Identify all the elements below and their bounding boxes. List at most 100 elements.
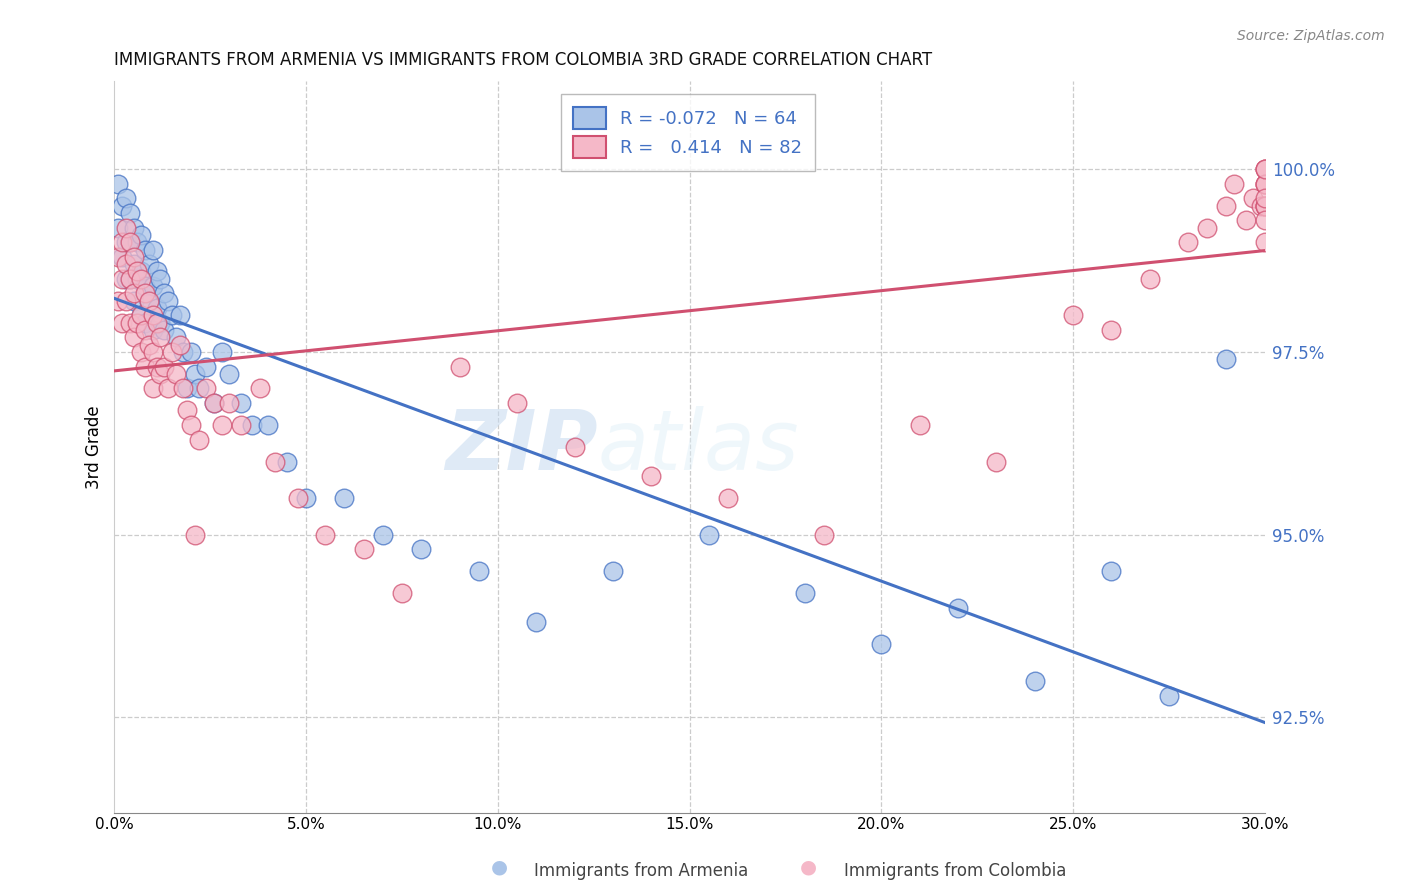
- Point: [506, 396, 529, 410]
- Point: [287, 491, 309, 505]
- Point: [169, 337, 191, 351]
- Point: [1254, 191, 1277, 205]
- Point: [184, 367, 207, 381]
- Text: ●: ●: [800, 857, 817, 876]
- Point: [160, 309, 183, 323]
- Point: [157, 381, 180, 395]
- Point: [184, 527, 207, 541]
- Point: [142, 279, 165, 293]
- Point: [122, 330, 145, 344]
- Text: atlas: atlas: [598, 407, 799, 487]
- Point: [1254, 199, 1277, 213]
- Point: [149, 272, 172, 286]
- Point: [138, 293, 160, 308]
- Point: [564, 440, 586, 454]
- Point: [276, 454, 298, 468]
- Point: [115, 293, 138, 308]
- Point: [134, 243, 156, 257]
- Point: [122, 220, 145, 235]
- Point: [153, 286, 176, 301]
- Point: [1254, 199, 1277, 213]
- Point: [134, 323, 156, 337]
- Point: [242, 417, 264, 432]
- Point: [1139, 272, 1161, 286]
- Point: [411, 542, 433, 557]
- Point: [813, 527, 835, 541]
- Point: [229, 417, 252, 432]
- Point: [129, 309, 152, 323]
- Point: [986, 454, 1008, 468]
- Point: [129, 227, 152, 242]
- Text: ●: ●: [491, 857, 508, 876]
- Point: [1254, 177, 1277, 191]
- Point: [176, 381, 198, 395]
- Point: [118, 206, 141, 220]
- Point: [129, 309, 152, 323]
- Point: [118, 235, 141, 250]
- Point: [640, 469, 662, 483]
- Point: [115, 272, 138, 286]
- Point: [717, 491, 740, 505]
- Point: [145, 301, 167, 315]
- Point: [264, 454, 287, 468]
- Point: [1254, 213, 1277, 227]
- Point: [127, 264, 149, 278]
- Point: [127, 272, 149, 286]
- Point: [107, 293, 129, 308]
- Point: [1197, 220, 1219, 235]
- Point: [138, 337, 160, 351]
- Point: [145, 316, 167, 330]
- Point: [172, 381, 194, 395]
- Point: [187, 433, 209, 447]
- Point: [314, 527, 336, 541]
- Point: [391, 586, 413, 600]
- Point: [295, 491, 318, 505]
- Point: [249, 381, 271, 395]
- Point: [160, 344, 183, 359]
- Point: [118, 235, 141, 250]
- Point: [142, 323, 165, 337]
- Point: [107, 250, 129, 264]
- Y-axis label: 3rd Grade: 3rd Grade: [86, 405, 103, 489]
- Point: [122, 293, 145, 308]
- Point: [142, 344, 165, 359]
- Point: [169, 309, 191, 323]
- Point: [195, 381, 218, 395]
- Point: [1254, 199, 1277, 213]
- Legend: R = -0.072   N = 64, R =   0.414   N = 82: R = -0.072 N = 64, R = 0.414 N = 82: [561, 94, 815, 170]
- Point: [172, 344, 194, 359]
- Point: [256, 417, 278, 432]
- Point: [145, 264, 167, 278]
- Point: [111, 316, 134, 330]
- Point: [1024, 673, 1046, 688]
- Point: [908, 417, 931, 432]
- Point: [165, 367, 187, 381]
- Point: [118, 316, 141, 330]
- Point: [118, 272, 141, 286]
- Point: [122, 286, 145, 301]
- Point: [211, 417, 233, 432]
- Point: [107, 177, 129, 191]
- Point: [180, 417, 202, 432]
- Point: [371, 527, 394, 541]
- Point: [111, 235, 134, 250]
- Point: [1177, 235, 1199, 250]
- Point: [187, 381, 209, 395]
- Point: [202, 396, 225, 410]
- Point: [1215, 352, 1237, 367]
- Point: [115, 235, 138, 250]
- Point: [176, 403, 198, 417]
- Point: [134, 286, 156, 301]
- Point: [129, 264, 152, 278]
- Point: [115, 191, 138, 205]
- Point: [157, 293, 180, 308]
- Text: Immigrants from Armenia: Immigrants from Armenia: [534, 862, 748, 880]
- Point: [1241, 191, 1264, 205]
- Point: [1254, 235, 1277, 250]
- Point: [115, 257, 138, 271]
- Point: [697, 527, 720, 541]
- Point: [122, 257, 145, 271]
- Point: [149, 330, 172, 344]
- Point: [145, 359, 167, 374]
- Point: [449, 359, 471, 374]
